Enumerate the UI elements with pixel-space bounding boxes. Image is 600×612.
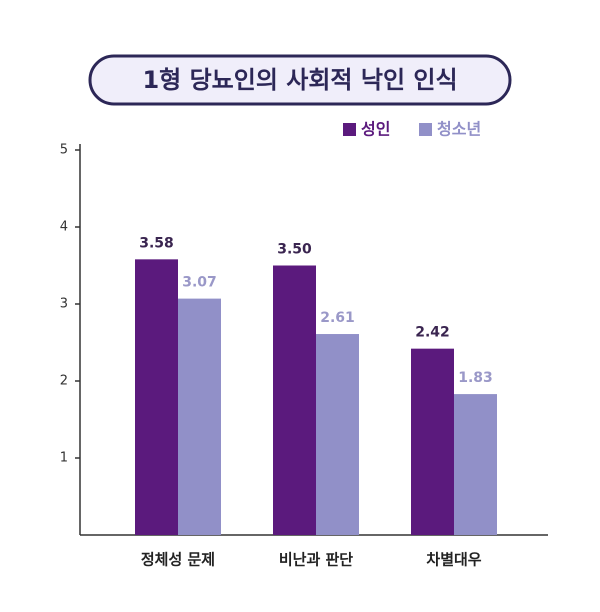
- x-tick-label: 정체성 문제: [141, 551, 215, 569]
- y-tick-label: 2: [60, 374, 68, 389]
- bar: [178, 298, 221, 535]
- title-pill: [88, 54, 512, 106]
- bar: [316, 334, 359, 535]
- y-tick-label: 3: [60, 297, 68, 312]
- legend-label: 청소년: [437, 120, 481, 139]
- value-label: 2.42: [415, 325, 450, 341]
- x-tick-label: 차별대우: [426, 551, 481, 569]
- bar: [454, 394, 497, 535]
- value-label: 3.07: [182, 275, 217, 291]
- bar: [273, 265, 316, 535]
- y-tick-label: 4: [60, 220, 68, 235]
- value-label: 3.58: [139, 235, 174, 251]
- bar: [135, 259, 178, 535]
- legend-swatch: [343, 123, 356, 136]
- value-label: 1.83: [458, 370, 493, 386]
- chart-title: 1형 당뇨인의 사회적 낙인 인식: [142, 66, 457, 94]
- y-tick-label: 5: [60, 143, 68, 158]
- value-label: 2.61: [320, 310, 355, 326]
- legend-label: 성인: [361, 120, 390, 139]
- legend-swatch: [419, 123, 432, 136]
- y-tick-label: 1: [60, 451, 68, 466]
- value-label: 3.50: [277, 242, 312, 258]
- x-tick-label: 비난과 판단: [279, 551, 353, 569]
- bar: [411, 348, 454, 535]
